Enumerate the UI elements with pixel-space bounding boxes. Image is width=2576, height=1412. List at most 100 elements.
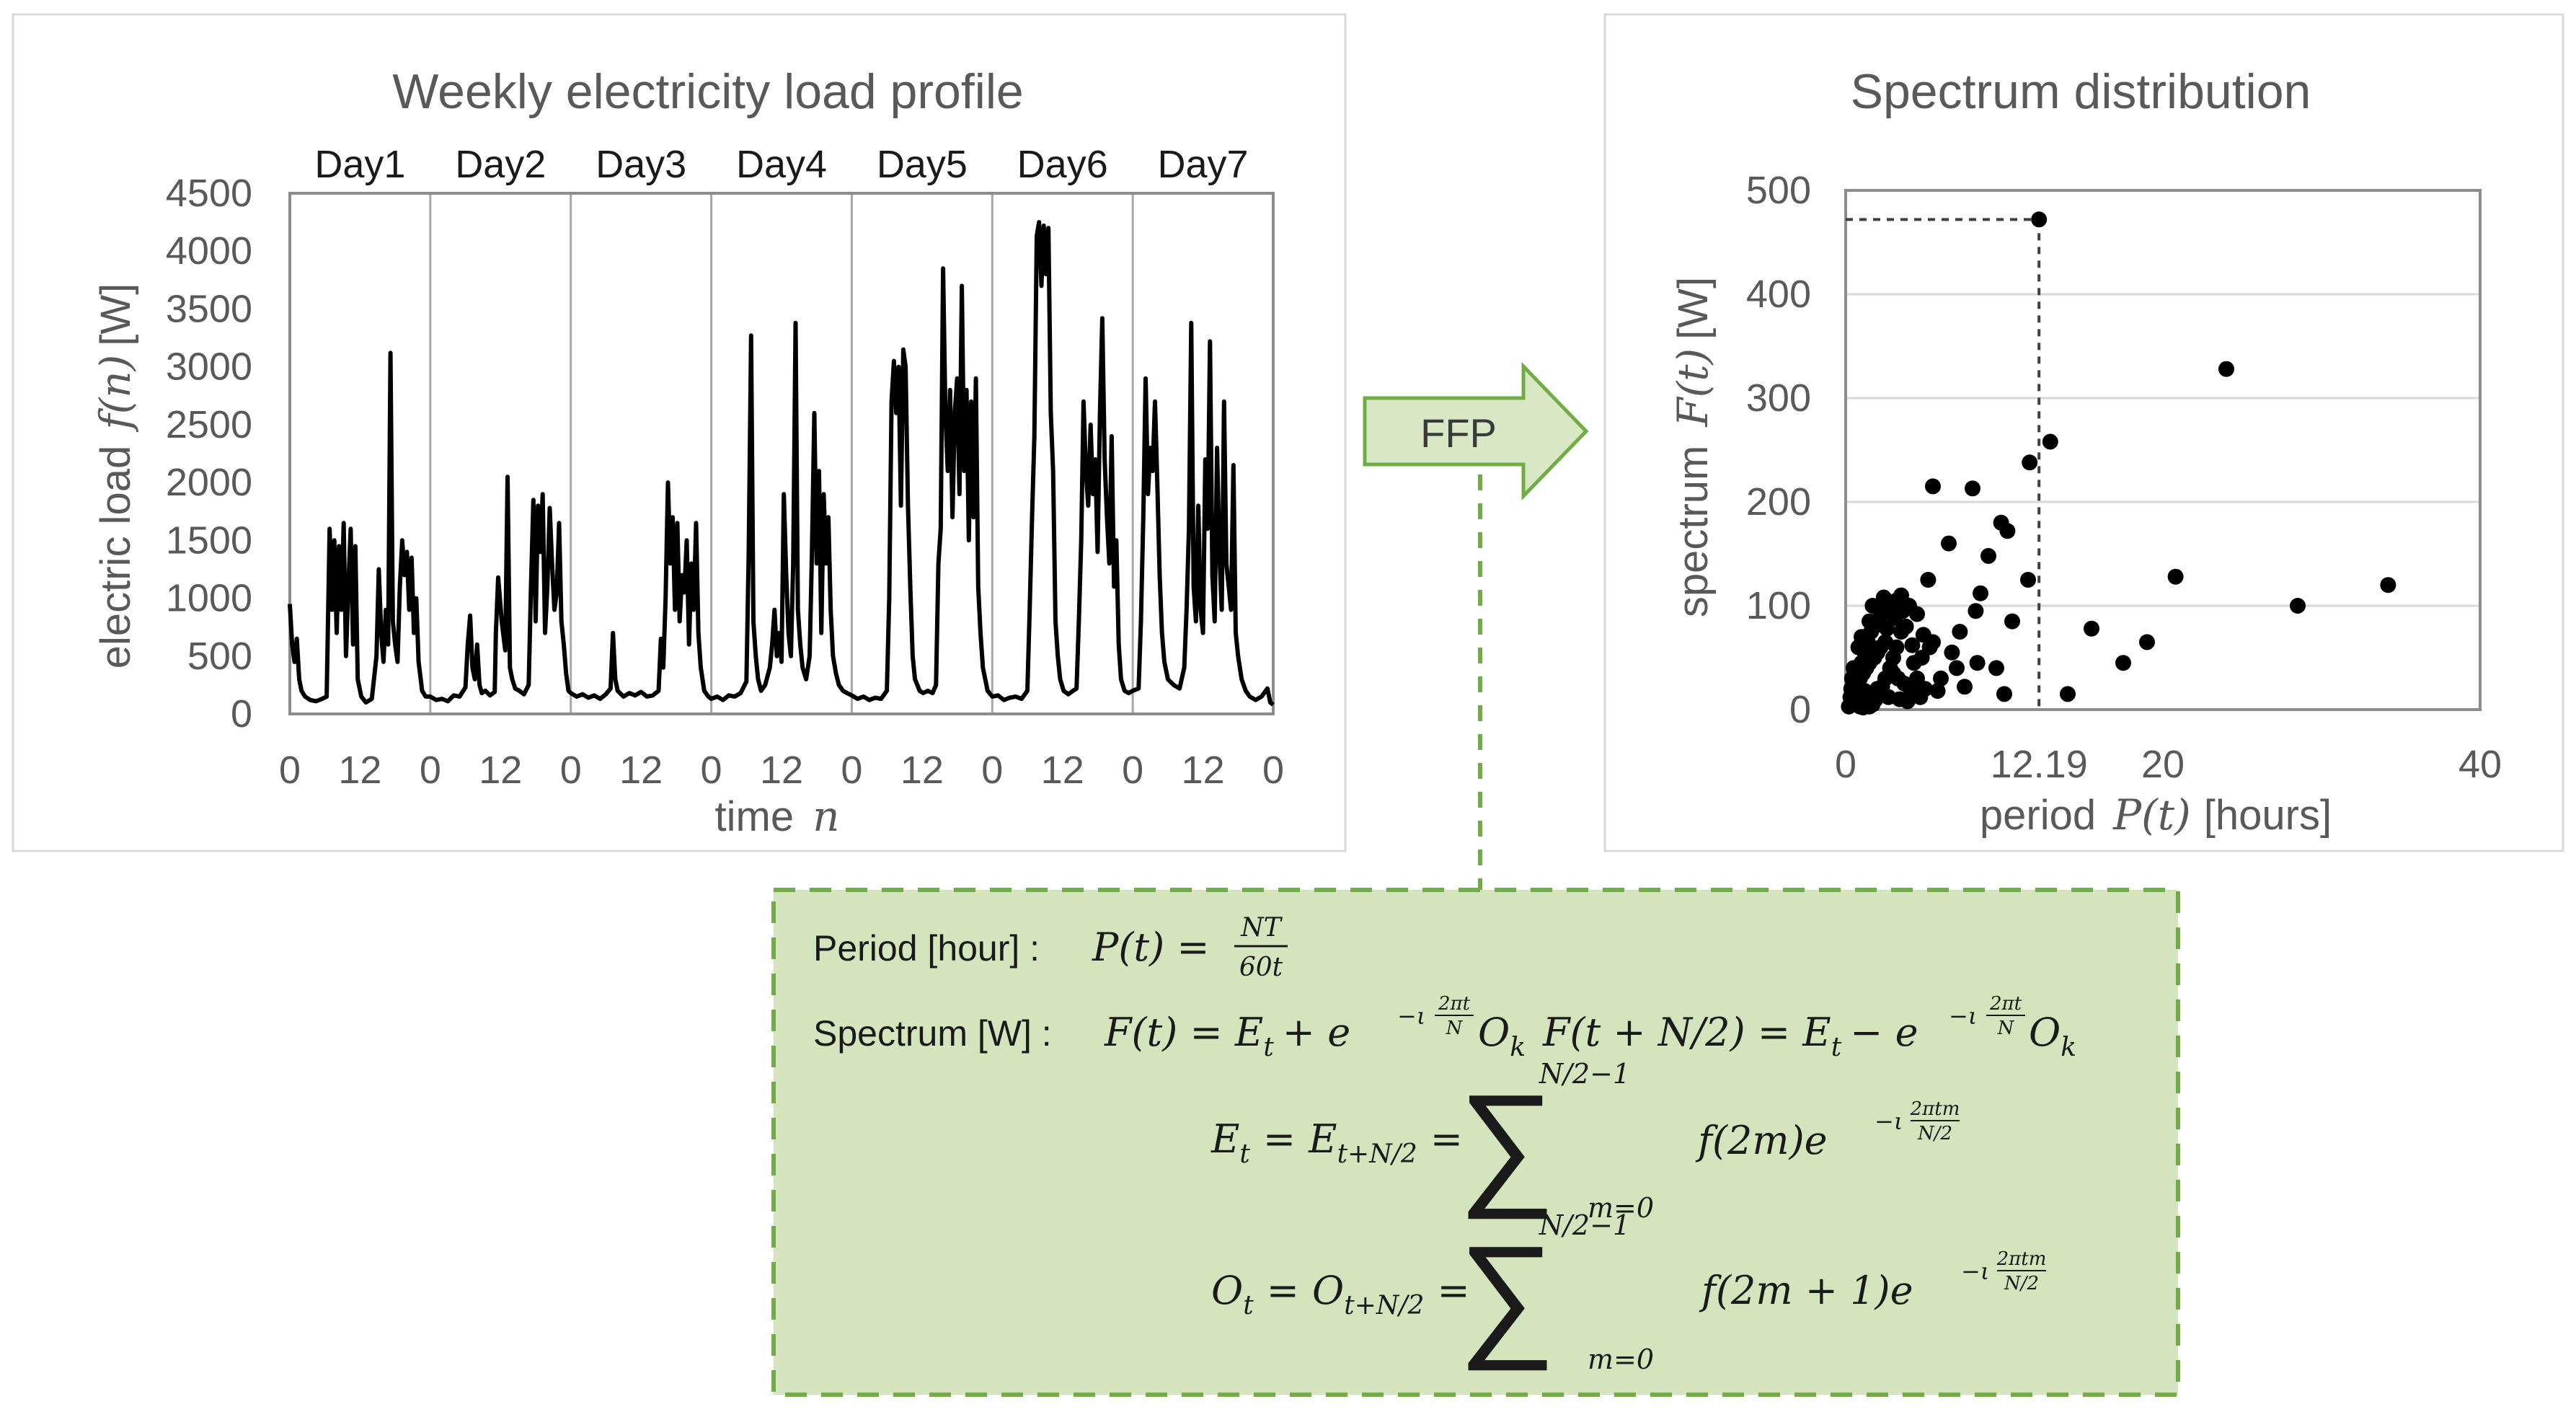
spectrum-point	[2380, 577, 2396, 594]
spectrum-y-tick-label: 500	[1746, 169, 1811, 212]
spectrum-chart: Spectrum distribution 0 100 200 300 400 500 0…	[1603, 13, 2564, 852]
spectrum-point	[2020, 572, 2036, 588]
even-lhs: Et = Et+N/2 =	[1210, 1116, 1463, 1169]
odd-lhs-sub2: t+N/2	[1344, 1291, 1424, 1320]
period-lhs: P(t) =	[1092, 925, 1210, 970]
spectrum-eq2: F(t + N/2) = Et − e	[1542, 1010, 1918, 1062]
spectrum-point	[1899, 693, 1916, 710]
spectrum-xlabel-text: period	[1980, 792, 2096, 839]
even-sum-symbol: ∑	[1458, 1067, 1555, 1219]
spectrum-xlabel: period P(t) [hours]	[1980, 790, 2332, 839]
spectrum-eq2-sub: t	[1831, 1033, 1842, 1062]
formula-box: Period [hour] : P(t) = NT 60t Spectrum […	[771, 888, 2180, 1397]
spectrum-point	[1862, 613, 1877, 630]
y-tick-label: 0	[231, 692, 252, 736]
x-tick-label: 0	[279, 749, 301, 792]
even-exp-num: 2πtm	[1910, 1098, 1960, 1120]
spectrum-y-tick-label: 400	[1746, 273, 1811, 316]
even-lhs-sub: t	[1239, 1139, 1250, 1169]
spectrum-point	[1895, 603, 1911, 619]
even-lhs-eq1: =	[1263, 1116, 1296, 1162]
odd-lhs-sub: t	[1243, 1291, 1254, 1320]
day-label: Day4	[736, 143, 827, 186]
day-label: Day5	[877, 143, 968, 186]
spectrum-point	[2060, 686, 2076, 702]
x-tick-label: 12	[1182, 749, 1225, 792]
load-series-line	[288, 220, 1275, 707]
spectrum-plot-area	[1844, 189, 2482, 711]
load-xlabel-symbol: n	[813, 792, 839, 841]
y-tick-label: 1000	[166, 577, 252, 620]
day-label: Day2	[455, 143, 546, 186]
spectrum-point	[1917, 681, 1933, 697]
odd-exp-num: 2πtm	[1996, 1248, 2047, 1270]
odd-lhs-eq1: =	[1267, 1268, 1299, 1313]
spectrum-point	[2042, 433, 2058, 450]
spectrum-y-tick-label: 0	[1789, 688, 1811, 731]
load-chart-title: Weekly electricity load profile	[392, 64, 1024, 119]
spectrum-eq2-lhs: F(t + N/2) = E	[1542, 1010, 1831, 1055]
even-lhs-eq2: =	[1430, 1116, 1463, 1162]
day-label: Day1	[314, 143, 405, 186]
spectrum-eq1-O-letter: O	[1478, 1010, 1510, 1055]
odd-sum-symbol: ∑	[1458, 1218, 1555, 1371]
ffp-arrow: FFP	[1363, 361, 1589, 501]
even-sum-lower: m=0	[1588, 1192, 1654, 1224]
spectrum-point	[1957, 679, 1973, 695]
x-tick-label: 0	[1262, 749, 1284, 792]
spectrum-eq1-exp-num: 2πt	[1438, 993, 1471, 1015]
odd-lhs-O2: O	[1312, 1268, 1344, 1313]
spectrum-point	[2167, 568, 2184, 585]
even-lhs-E: E	[1210, 1116, 1239, 1162]
y-tick-label: 4000	[166, 229, 252, 273]
x-tick-label: 0	[1122, 749, 1143, 792]
spectrum-point	[1999, 523, 2016, 539]
odd-lhs-eq2: =	[1437, 1268, 1469, 1313]
even-exponent: −ι 2πtm N/2	[1875, 1098, 1960, 1144]
y-tick-label: 3500	[166, 287, 252, 330]
load-plot-area	[288, 192, 1275, 715]
y-tick-label: 4500	[166, 172, 252, 215]
odd-term: f(2m + 1)e	[1699, 1268, 1913, 1313]
even-exp-sign: −ι	[1875, 1108, 1903, 1135]
y-tick-label: 500	[187, 635, 252, 678]
spectrum-point	[2139, 634, 2155, 650]
spectrum-point	[2031, 211, 2048, 228]
spectrum-eq1-exp-den: N	[1446, 1018, 1464, 1039]
spectrum-eq1-exp-sign: −ι	[1397, 1002, 1425, 1030]
spectrum-formula: Spectrum [W] : F(t) = Et + e −ι 2πt N Ok …	[813, 993, 2076, 1062]
spectrum-point	[2290, 598, 2306, 614]
spectrum-point	[1969, 655, 1986, 671]
spectrum-y-tick-label: 200	[1746, 480, 1811, 524]
y-tick-label: 3000	[166, 345, 252, 389]
y-tick-label: 2000	[166, 461, 252, 504]
spectrum-eq2-mid: − e	[1850, 1010, 1918, 1055]
spectrum-point	[1904, 637, 1921, 653]
load-xlabel: time n	[715, 792, 840, 841]
spectrum-xlabel-symbol: P(t)	[2112, 790, 2191, 839]
spectrum-eq2-O-letter: O	[2029, 1010, 2061, 1055]
spectrum-ylabel-symbol: F(t)	[1668, 348, 1717, 428]
spectrum-point	[1849, 693, 1865, 710]
x-tick-label: 12	[338, 749, 381, 792]
load-chart-frame	[12, 13, 1347, 852]
spectrum-point	[1973, 585, 1988, 601]
day-label: Day6	[1017, 143, 1108, 186]
spectrum-point	[2084, 620, 2099, 637]
odd-sum-lower: m=0	[1588, 1343, 1654, 1375]
spectrum-point	[2022, 454, 2038, 471]
load-ylabel-unit: [W]	[92, 283, 139, 346]
odd-exp-sign: −ι	[1961, 1258, 1989, 1285]
spectrum-point	[1941, 535, 1957, 552]
period-label: Period [hour] :	[813, 928, 1040, 968]
spectrum-point	[1920, 572, 1937, 588]
x-tick-label: 0	[701, 749, 722, 792]
spectrum-point	[1929, 683, 1946, 700]
spectrum-x-tick-label: 40	[2458, 743, 2502, 786]
even-sum-formula: Et = Et+N/2 = ∑ N/2−1 m=0 f(2m)e −ι 2πtm N/…	[1210, 1058, 1960, 1224]
spectrum-point	[1893, 624, 1909, 640]
x-tick-label: 0	[981, 749, 1003, 792]
spectrum-y-tick-label: 100	[1746, 584, 1811, 627]
spectrum-x-tick-label: 20	[2141, 743, 2185, 786]
spectrum-ylabel: spectrum F(t) [W]	[1668, 277, 1717, 617]
